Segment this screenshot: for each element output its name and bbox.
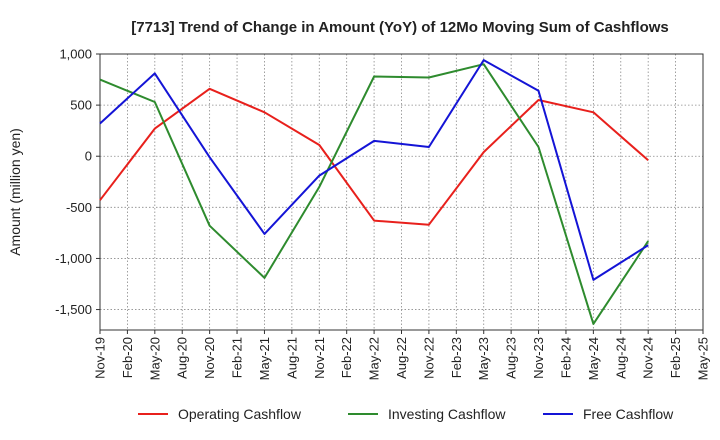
x-tick-label: Feb-20 [120, 337, 135, 378]
x-tick-label: May-22 [367, 337, 382, 380]
series-line-free-cashflow [99, 59, 649, 281]
x-tick-label: Aug-23 [504, 337, 519, 379]
x-tick-label: Feb-23 [449, 337, 464, 378]
x-tick-label: Aug-24 [613, 337, 628, 379]
series-lines [99, 59, 650, 325]
y-tick-label: 500 [70, 98, 92, 113]
x-tick-label: Aug-20 [175, 337, 190, 379]
y-tick-label: -1,000 [55, 251, 92, 266]
series-line-investing-cashflow [99, 63, 650, 325]
y-axis-ticks: 1,000 500 0 -500 -1,000 -1,500 [55, 47, 100, 317]
x-tick-label: Feb-25 [668, 337, 683, 378]
chart-title: [7713] Trend of Change in Amount (YoY) o… [131, 19, 669, 36]
x-tick-label: May-24 [586, 337, 601, 380]
x-tick-label: May-20 [147, 337, 162, 380]
series-line-operating-cashflow [99, 87, 649, 226]
y-tick-label: -1,500 [55, 302, 92, 317]
grid-lines [99, 53, 704, 330]
x-tick-label: May-21 [257, 337, 272, 380]
x-axis-ticks: Nov-19 Feb-20 May-20 Aug-20 Nov-20 Feb-21 May-… [93, 330, 711, 380]
x-tick-label: Nov-23 [531, 337, 546, 379]
x-tick-label: Aug-21 [284, 337, 299, 379]
y-tick-label: 0 [85, 149, 92, 164]
y-tick-label: -500 [66, 200, 92, 215]
x-tick-label: Nov-21 [312, 337, 327, 379]
x-tick-label: Feb-21 [230, 337, 245, 378]
y-tick-label: 1,000 [59, 47, 92, 62]
x-tick-label: May-25 [696, 337, 711, 380]
legend-label-free-cashflow: Free Cashflow [583, 406, 674, 422]
x-tick-label: Feb-22 [339, 337, 354, 378]
x-tick-label: Nov-24 [641, 337, 656, 379]
x-tick-label: Nov-20 [202, 337, 217, 379]
x-tick-label: Feb-24 [558, 337, 573, 378]
x-tick-label: Nov-19 [93, 337, 108, 379]
y-axis-label: Amount (million yen) [7, 128, 23, 256]
x-tick-label: Nov-22 [421, 337, 436, 379]
legend-label-operating-cashflow: Operating Cashflow [178, 406, 302, 422]
legend-label-investing-cashflow: Investing Cashflow [388, 406, 506, 422]
x-tick-label: May-23 [476, 337, 491, 380]
x-tick-label: Aug-22 [394, 337, 409, 379]
legend: Operating Cashflow Investing Cashflow Free… [138, 406, 674, 422]
